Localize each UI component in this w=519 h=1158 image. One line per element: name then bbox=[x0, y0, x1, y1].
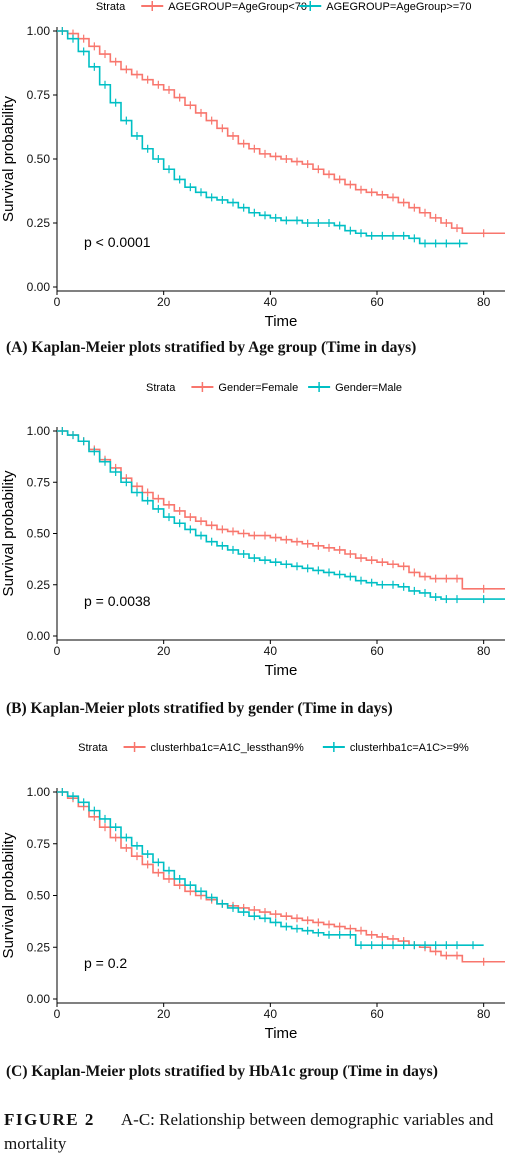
x-tick-label: 40 bbox=[264, 644, 278, 658]
x-tick-label: 40 bbox=[264, 1007, 278, 1021]
legend-item-label: Gender=Male bbox=[335, 382, 402, 394]
x-tick-label: 60 bbox=[370, 295, 384, 309]
p-value: p = 0.2 bbox=[84, 955, 127, 971]
km-chart-hba1c: Strata clusterhba1c=A1C_lessthan9% cluster… bbox=[0, 742, 505, 1042]
survival-curve bbox=[57, 430, 505, 600]
legend-title: Strata bbox=[146, 382, 176, 394]
p-value: p = 0.0038 bbox=[84, 593, 151, 609]
x-tick-label: 20 bbox=[157, 295, 171, 309]
panel-a-caption: (A) Kaplan-Meier plots stratified by Age… bbox=[6, 339, 417, 356]
x-tick-label: 80 bbox=[477, 644, 491, 658]
y-tick-label: 0.00 bbox=[27, 992, 51, 1006]
survival-curve bbox=[57, 791, 484, 946]
legend-item-label: clusterhba1c=A1C>=9% bbox=[350, 742, 469, 754]
survival-curve bbox=[57, 430, 505, 590]
x-tick-label: 40 bbox=[264, 295, 278, 309]
y-axis-label: Survival probability bbox=[0, 96, 17, 222]
figure-caption: FIGURE 2 A-C: Relationship between demogr… bbox=[4, 1108, 516, 1156]
x-tick-label: 60 bbox=[370, 1007, 384, 1021]
figure-label: FIGURE 2 bbox=[4, 1110, 95, 1129]
y-tick-label: 0.75 bbox=[27, 475, 51, 489]
x-tick-label: 80 bbox=[477, 295, 491, 309]
survival-curve bbox=[57, 791, 505, 963]
x-axis-label: Time bbox=[265, 313, 298, 330]
y-tick-label: 0.75 bbox=[27, 88, 51, 102]
legend-title: Strata bbox=[96, 1, 126, 13]
y-tick-label: 0.75 bbox=[27, 837, 51, 851]
legend: Strata clusterhba1c=A1C_lessthan9% cluster… bbox=[78, 742, 469, 754]
y-tick-label: 0.50 bbox=[27, 152, 51, 166]
y-tick-label: 1.00 bbox=[27, 424, 51, 438]
legend-item-label: Gender=Female bbox=[218, 382, 298, 394]
p-value: p < 0.0001 bbox=[84, 234, 151, 250]
x-tick-label: 80 bbox=[477, 1007, 491, 1021]
legend-item-label: AGEGROUP=AgeGroup<70 bbox=[168, 1, 307, 13]
km-chart-gender: Strata Gender=Female Gender=Male 0.00 0.25 0.… bbox=[0, 382, 505, 679]
legend: Strata AGEGROUP=AgeGroup<70 AGEGROUP=AgeGr… bbox=[96, 1, 471, 13]
y-tick-label: 1.00 bbox=[27, 24, 51, 38]
y-tick-label: 0.50 bbox=[27, 889, 51, 903]
figure-caption-text: A-C: Relationship between demographic va… bbox=[4, 1110, 494, 1153]
x-tick-label: 20 bbox=[157, 1007, 171, 1021]
panel-a: Strata AGEGROUP=AgeGroup<70 AGEGROUP=AgeGr… bbox=[0, 0, 519, 330]
y-tick-label: 0.50 bbox=[27, 527, 51, 541]
legend-item-label: AGEGROUP=AgeGroup>=70 bbox=[326, 1, 471, 13]
legend: Strata Gender=Female Gender=Male bbox=[146, 382, 402, 394]
km-chart-age: Strata AGEGROUP=AgeGroup<70 AGEGROUP=AgeGr… bbox=[0, 1, 505, 330]
survival-curve bbox=[57, 30, 505, 235]
x-axis-label: Time bbox=[265, 662, 298, 679]
x-tick-label: 60 bbox=[370, 644, 384, 658]
y-tick-label: 0.25 bbox=[27, 578, 51, 592]
y-tick-label: 1.00 bbox=[27, 785, 51, 799]
y-axis-label: Survival probability bbox=[0, 470, 17, 596]
y-tick-label: 0.00 bbox=[27, 280, 51, 294]
panel-b: Strata Gender=Female Gender=Male 0.00 0.25 0.… bbox=[0, 373, 519, 693]
x-tick-label: 0 bbox=[54, 644, 61, 658]
x-axis-label: Time bbox=[265, 1025, 298, 1042]
y-tick-label: 0.25 bbox=[27, 216, 51, 230]
survival-curve bbox=[57, 30, 468, 245]
x-tick-label: 0 bbox=[54, 1007, 61, 1021]
panel-c-caption: (C) Kaplan-Meier plots stratified by HbA… bbox=[6, 1063, 438, 1080]
y-tick-label: 0.00 bbox=[27, 629, 51, 643]
legend-title: Strata bbox=[78, 742, 108, 754]
x-tick-label: 20 bbox=[157, 644, 171, 658]
y-tick-label: 0.25 bbox=[27, 940, 51, 954]
legend-item-label: clusterhba1c=A1C_lessthan9% bbox=[151, 742, 304, 754]
y-axis-label: Survival probability bbox=[0, 832, 17, 958]
panel-b-caption: (B) Kaplan-Meier plots stratified by gen… bbox=[6, 700, 393, 717]
x-tick-label: 0 bbox=[54, 295, 61, 309]
panel-c: Strata clusterhba1c=A1C_lessthan9% cluster… bbox=[0, 735, 519, 1060]
